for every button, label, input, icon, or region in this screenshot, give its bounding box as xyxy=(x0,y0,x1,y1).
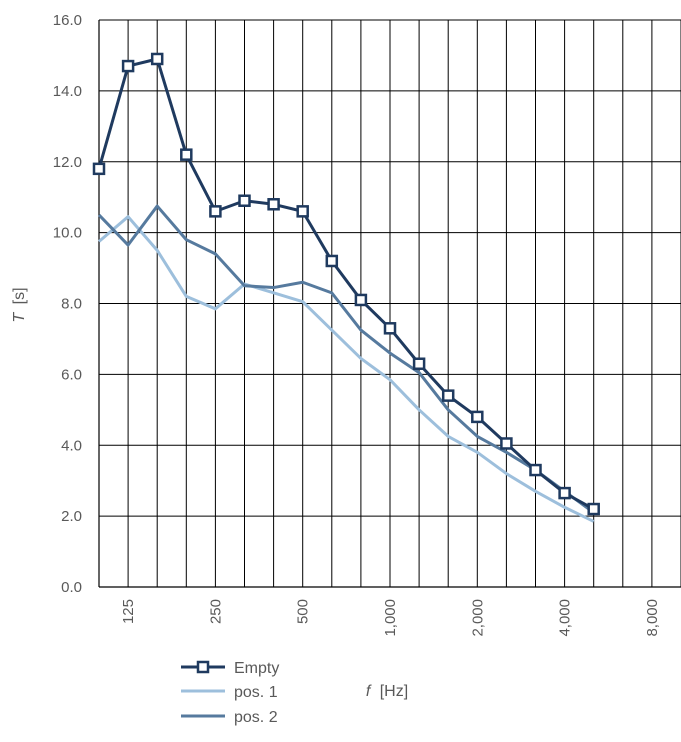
x-tick-label: 125 xyxy=(120,599,137,624)
x-tick-labels: 125 250 500 1,000 2,000 4,000 8,000 xyxy=(120,599,661,637)
data-point-marker xyxy=(180,148,193,161)
y-tick-label: 0.0 xyxy=(61,579,82,596)
y-tick-label: 10.0 xyxy=(53,225,82,242)
legend-label: Empty xyxy=(234,660,279,677)
x-axis-title: f [Hz] xyxy=(366,683,408,700)
data-point-marker xyxy=(267,198,280,211)
series-line-pos-2 xyxy=(97,204,595,514)
data-point-marker xyxy=(383,322,397,335)
data-point-marker xyxy=(354,293,368,307)
series-line-pos-1 xyxy=(98,215,595,523)
data-point-marker xyxy=(209,205,222,218)
x-tick-label: 2,000 xyxy=(469,599,486,637)
legend-label: pos. 1 xyxy=(234,684,278,701)
y-axis-unit: [s] xyxy=(11,287,28,304)
data-point-marker xyxy=(150,52,164,66)
y-tick-label: 8.0 xyxy=(61,296,82,313)
data-point-marker xyxy=(92,162,106,176)
y-tick-label: 12.0 xyxy=(53,154,82,171)
data-point-marker xyxy=(412,357,426,370)
x-tick-label: 500 xyxy=(295,599,312,624)
legend-swatch-marker xyxy=(196,660,210,674)
legend-label: pos. 2 xyxy=(234,709,278,726)
x-axis-unit: [Hz] xyxy=(380,683,408,700)
series-line-empty xyxy=(97,57,595,511)
axes xyxy=(98,20,681,588)
data-point-marker xyxy=(238,194,251,207)
data-point-marker xyxy=(441,389,455,402)
legend: Empty pos. 1 pos. 2 xyxy=(181,660,279,726)
y-tick-label: 6.0 xyxy=(61,366,82,383)
y-tick-label: 2.0 xyxy=(61,508,82,525)
y-tick-label: 16.0 xyxy=(53,12,82,29)
grid-lines xyxy=(98,19,681,588)
data-point-marker xyxy=(471,410,484,424)
data-point-marker xyxy=(529,463,542,477)
y-axis-variable: T xyxy=(11,312,28,323)
x-tick-label: 4,000 xyxy=(557,599,574,637)
x-tick-label: 250 xyxy=(207,599,224,624)
x-tick-label: 8,000 xyxy=(644,599,661,637)
data-point-marker xyxy=(500,437,513,450)
x-tick-label: 1,000 xyxy=(382,599,399,637)
data-point-marker xyxy=(587,502,600,516)
y-tick-labels: 0.0 2.0 4.0 6.0 8.0 10.0 12.0 14.0 16.0 xyxy=(53,12,82,596)
x-axis-variable: f xyxy=(366,683,372,700)
y-tick-label: 4.0 xyxy=(61,437,82,454)
y-axis-title: T [s] xyxy=(11,287,28,322)
data-point-marker xyxy=(558,486,571,500)
y-tick-label: 14.0 xyxy=(53,83,82,100)
data-point-marker xyxy=(325,254,339,268)
data-point-marker xyxy=(121,59,135,73)
data-point-marker xyxy=(296,205,309,218)
series-lines xyxy=(92,52,600,523)
